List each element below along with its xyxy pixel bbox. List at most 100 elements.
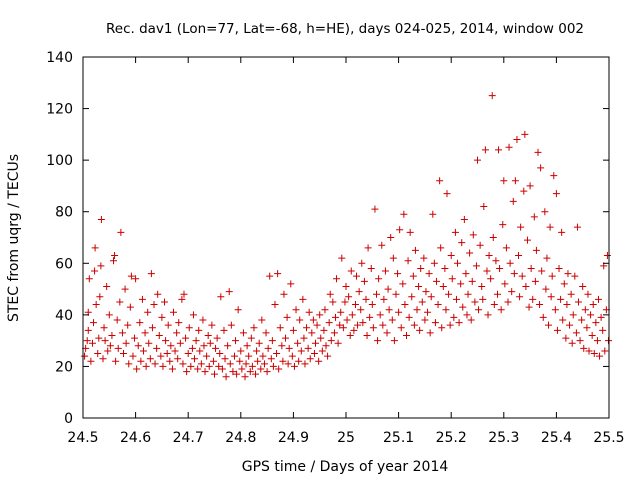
data-point bbox=[318, 347, 326, 355]
data-point bbox=[441, 264, 449, 272]
x-tick-label: 25.3 bbox=[488, 430, 519, 446]
data-point bbox=[546, 223, 554, 231]
data-point bbox=[584, 290, 592, 298]
y-tick-label: 80 bbox=[55, 205, 73, 221]
data-point bbox=[252, 370, 260, 378]
data-point bbox=[288, 352, 296, 360]
data-point bbox=[481, 146, 489, 154]
data-point bbox=[462, 270, 470, 278]
data-point bbox=[269, 362, 277, 370]
data-point bbox=[322, 342, 330, 350]
data-point bbox=[450, 313, 458, 321]
data-point bbox=[250, 324, 258, 332]
data-point bbox=[530, 213, 538, 221]
data-point bbox=[178, 295, 186, 303]
data-point bbox=[206, 339, 214, 347]
data-point bbox=[296, 316, 304, 324]
data-point bbox=[106, 342, 114, 350]
y-tick-label: 60 bbox=[55, 256, 73, 272]
data-point bbox=[315, 357, 323, 365]
data-point bbox=[364, 244, 372, 252]
data-point bbox=[346, 331, 354, 339]
data-point bbox=[209, 357, 217, 365]
x-tick-label: 25 bbox=[337, 430, 355, 446]
data-point bbox=[294, 339, 302, 347]
y-tick-label: 140 bbox=[46, 50, 73, 66]
data-point bbox=[374, 337, 382, 345]
data-point bbox=[196, 347, 204, 355]
data-point bbox=[305, 308, 313, 316]
data-point bbox=[422, 288, 430, 296]
data-point bbox=[383, 329, 391, 337]
data-point bbox=[259, 352, 267, 360]
data-point bbox=[603, 252, 611, 260]
data-point bbox=[329, 298, 337, 306]
data-point bbox=[238, 365, 246, 373]
data-point bbox=[134, 342, 142, 350]
data-point bbox=[408, 293, 416, 301]
data-point bbox=[92, 301, 100, 309]
data-point bbox=[324, 352, 332, 360]
data-point bbox=[387, 234, 395, 241]
data-point bbox=[475, 306, 483, 314]
data-point bbox=[574, 298, 582, 306]
data-point bbox=[585, 347, 593, 355]
data-point bbox=[248, 362, 256, 370]
data-point bbox=[125, 360, 133, 368]
data-point bbox=[97, 215, 105, 223]
data-point bbox=[218, 365, 226, 373]
data-point bbox=[367, 264, 375, 272]
data-point bbox=[145, 339, 153, 347]
data-point bbox=[208, 321, 216, 329]
data-point bbox=[420, 254, 428, 262]
data-point bbox=[371, 205, 379, 213]
data-point bbox=[188, 344, 196, 352]
data-point bbox=[455, 319, 463, 327]
data-point bbox=[427, 293, 435, 301]
data-point bbox=[132, 275, 140, 283]
data-point bbox=[520, 187, 528, 195]
data-point bbox=[538, 267, 546, 275]
data-point bbox=[594, 295, 602, 303]
data-point bbox=[91, 244, 99, 252]
data-point bbox=[222, 373, 230, 381]
data-point bbox=[300, 334, 308, 342]
data-point bbox=[266, 272, 274, 280]
plot-frame bbox=[82, 56, 610, 419]
data-point bbox=[399, 280, 407, 288]
data-point bbox=[148, 324, 156, 332]
data-point bbox=[418, 298, 426, 306]
x-tick-label: 25.4 bbox=[541, 430, 572, 446]
data-point bbox=[510, 270, 518, 278]
data-point bbox=[417, 264, 425, 272]
data-point bbox=[151, 360, 159, 368]
data-point bbox=[237, 347, 245, 355]
data-point bbox=[163, 350, 171, 358]
data-point bbox=[225, 288, 233, 296]
data-point bbox=[229, 368, 237, 376]
data-point bbox=[379, 321, 387, 329]
data-point bbox=[194, 365, 202, 373]
data-point bbox=[406, 228, 414, 236]
data-point bbox=[488, 92, 496, 100]
data-point bbox=[416, 326, 424, 334]
data-point bbox=[597, 313, 605, 321]
data-point bbox=[378, 241, 386, 249]
data-point bbox=[563, 301, 571, 309]
data-point bbox=[476, 241, 484, 249]
data-point bbox=[114, 344, 122, 352]
data-point bbox=[131, 334, 139, 342]
data-point bbox=[558, 228, 566, 236]
data-point bbox=[373, 290, 381, 298]
data-point bbox=[121, 285, 129, 293]
data-point bbox=[292, 306, 300, 314]
data-point bbox=[168, 365, 176, 373]
data-point bbox=[185, 324, 193, 332]
data-point bbox=[173, 329, 181, 337]
data-point bbox=[100, 324, 108, 332]
data-point bbox=[478, 282, 486, 290]
data-point bbox=[271, 301, 279, 309]
y-tick-label: 120 bbox=[46, 102, 73, 118]
data-point bbox=[431, 319, 439, 327]
data-point bbox=[573, 223, 581, 231]
